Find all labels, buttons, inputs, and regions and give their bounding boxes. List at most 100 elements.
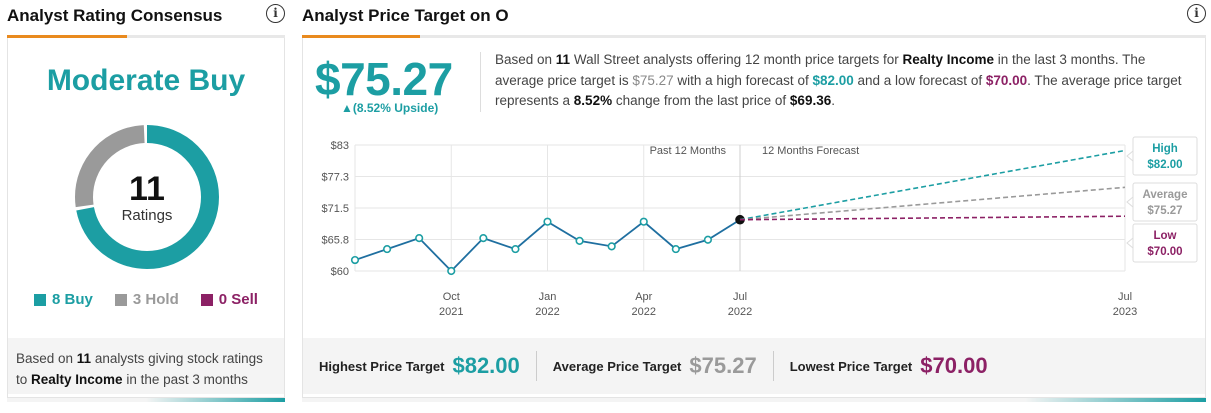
legend-buy-label: 8 Buy [52, 291, 93, 308]
x-tick-year: 2021 [439, 306, 463, 318]
y-tick-label: $83 [331, 140, 349, 152]
price-target-chart: $83 $77.3 $71.5 $65.8 $60 Past 12 Months 12 Mo… [321, 136, 1198, 318]
info-icon[interactable]: i [1187, 4, 1206, 23]
footer-text: analysts giving stock ratings to [16, 351, 263, 387]
desc-text: and a low forecast of [853, 72, 986, 88]
history-point [607, 242, 616, 251]
footer-text: in the past 3 months [122, 372, 248, 387]
forecast-line-high [739, 149, 1126, 221]
upside-percent: ▲(8.52% Upside) [341, 101, 439, 115]
summary-divider [772, 351, 774, 381]
desc-text: Based on [495, 52, 556, 67]
lowest-target-label: Lowest Price Target [789, 358, 913, 374]
consensus-rating: Moderate Buy [46, 64, 246, 97]
card-bottom-accent [7, 398, 285, 402]
desc-low: $70.00 [985, 72, 1028, 88]
period-label-past: Past 12 Months [650, 145, 727, 157]
history-point [415, 234, 424, 243]
desc-percent: 8.52% [573, 93, 613, 108]
desc-text: with a high forecast of [673, 72, 813, 88]
desc-text: . [831, 93, 835, 108]
x-tick-month: Jan [539, 291, 557, 303]
rating-consensus-title: Analyst Rating Consensus [7, 6, 223, 25]
average-price-target: $75.27 [315, 53, 453, 105]
footer-count: 11 [76, 351, 92, 366]
x-tick-year: 2023 [1113, 306, 1137, 318]
forecast-label-pointer [1126, 195, 1134, 209]
x-tick-month: Apr [635, 291, 652, 303]
legend-buy: 8 Buy [34, 291, 93, 308]
ratings-label: Ratings [121, 207, 173, 224]
history-point [511, 244, 520, 254]
history-point [671, 244, 680, 254]
forecast-label-pointer [1126, 149, 1134, 163]
hold-swatch [114, 293, 127, 306]
summary-divider [535, 351, 537, 381]
period-label-forecast: 12 Months Forecast [762, 145, 859, 157]
desc-company: Realty Income [902, 52, 995, 67]
forecast-label-pointer [1126, 236, 1134, 250]
donut-segment-1 [75, 125, 219, 269]
legend-sell-label: 0 Sell [218, 291, 258, 308]
buy-swatch [34, 293, 47, 306]
average-target-label: Average Price Target [552, 358, 682, 374]
x-tick-month: Jul [733, 291, 747, 303]
x-tick-month: Oct [443, 291, 460, 303]
y-tick-label: $65.8 [321, 235, 349, 247]
section-divider [302, 35, 1206, 38]
y-tick-label: $71.5 [321, 203, 349, 215]
ratings-legend: 8 Buy 3 Hold 0 Sell [8, 291, 284, 308]
forecast-name: Average [1143, 189, 1188, 201]
x-tick-year: 2022 [632, 306, 656, 318]
section-divider [7, 35, 285, 38]
vertical-divider [480, 52, 481, 112]
desc-text: Wall Street analysts offering 12 month p… [570, 52, 903, 67]
donut-segment-0 [75, 125, 219, 269]
forecast-value: $82.00 [1147, 159, 1182, 171]
history-point [350, 255, 360, 265]
price-target-description: Based on 11 Wall Street analysts offerin… [495, 50, 1195, 112]
highest-target-value: $82.00 [452, 353, 520, 378]
y-tick-label: $77.3 [321, 172, 349, 184]
history-point [703, 235, 713, 244]
highest-target-label: Highest Price Target [319, 358, 445, 374]
card-bottom-accent [302, 398, 1206, 402]
average-target: Average Price Target $75.27 [553, 353, 773, 379]
legend-sell: 0 Sell [200, 291, 258, 308]
ratings-donut-chart [75, 125, 219, 269]
desc-text: in the last 3 months. The average price … [495, 52, 1146, 88]
legend-hold-label: 3 Hold [132, 291, 179, 308]
average-target-value: $75.27 [689, 353, 757, 378]
price-target-summary: Highest Price Target $82.00 Average Price… [303, 338, 1205, 394]
desc-high: $82.00 [812, 72, 854, 88]
info-icon[interactable]: i [266, 4, 285, 23]
history-point [447, 266, 456, 276]
desc-text: . The average price target represents a [495, 72, 1182, 109]
forecast-line-low [739, 215, 1126, 221]
history-point [382, 244, 392, 254]
price-target-title: Analyst Price Target on O [302, 6, 509, 25]
x-tick-year: 2022 [535, 306, 559, 318]
rating-consensus-card: Moderate Buy 11 Ratings 8 Buy 3 Hold 0 S… [7, 38, 285, 398]
history-point [639, 217, 648, 226]
desc-average: $75.27 [632, 72, 674, 88]
history-point [479, 234, 488, 243]
forecast-name: Low [1154, 230, 1177, 242]
ratings-count: 11 [129, 170, 165, 208]
price-target-card: $75.27 ▲(8.52% Upside) Based on 11 Wall … [302, 38, 1206, 398]
y-tick-label: $60 [331, 266, 349, 278]
forecast-value: $70.00 [1147, 246, 1182, 258]
footer-company: Realty Income [31, 372, 123, 387]
lowest-target-value: $70.00 [920, 353, 988, 378]
forecast-line-average [739, 186, 1126, 221]
desc-analyst-count: 11 [555, 52, 571, 67]
lowest-target: Lowest Price Target $70.00 [790, 353, 1004, 379]
highest-target: Highest Price Target $82.00 [319, 353, 536, 379]
legend-hold: 3 Hold [114, 291, 179, 308]
rating-footer: Based on 11 analysts giving stock rating… [8, 338, 284, 394]
forecast-value: $75.27 [1147, 205, 1182, 217]
forecast-name: High [1152, 143, 1178, 155]
sell-swatch [200, 293, 213, 306]
desc-text: change from the last price of [612, 93, 790, 108]
history-point [543, 217, 552, 226]
